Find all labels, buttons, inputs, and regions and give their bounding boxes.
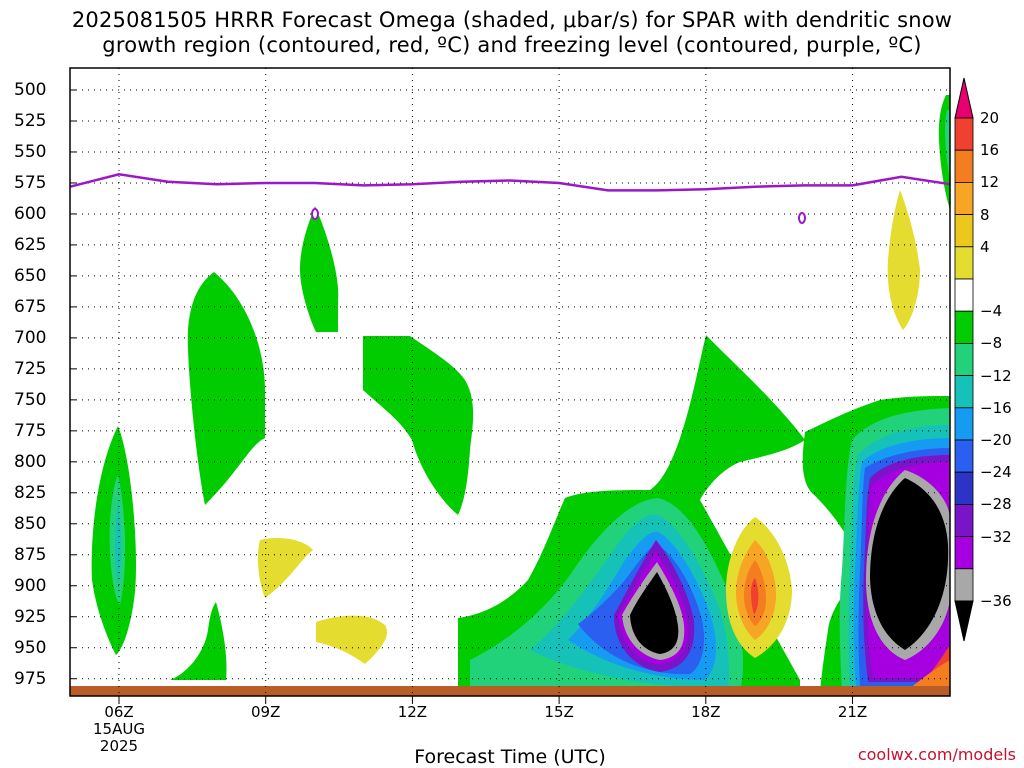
y-tick-label: 850 [14, 513, 47, 534]
colorbar-segment [954, 181, 974, 215]
colorbar-top-arrow [954, 77, 974, 119]
source-credit-link[interactable]: coolwx.com/models [857, 745, 1016, 764]
colorbar-segment [954, 342, 974, 376]
colorbar-tick-label: 8 [980, 205, 990, 224]
omega-region-orange-corner [905, 660, 950, 692]
y-tick-label: 650 [14, 265, 47, 286]
y-tick-label: 575 [14, 172, 47, 193]
omega-region-green-10z [300, 206, 339, 332]
omega-region-black-right [870, 478, 949, 650]
colorbar [954, 77, 974, 642]
colorbar-tick-label: −16 [980, 398, 1012, 417]
y-tick-label: 925 [14, 606, 47, 627]
colorbar-segment [954, 117, 974, 151]
colorbar-tick-label: −28 [980, 495, 1012, 514]
y-tick-label: 525 [14, 110, 47, 131]
freezing-level-label-marker-20z [798, 212, 806, 224]
colorbar-tick-label: −4 [980, 302, 1003, 321]
colorbar-tick-label: 4 [980, 237, 990, 256]
x-tick-label: 09Z [251, 703, 281, 721]
y-tick-label: 750 [14, 389, 47, 410]
x-axis-date-label: 15AUG [93, 720, 145, 738]
axis-ticks [70, 89, 853, 704]
y-tick-label: 725 [14, 358, 47, 379]
colorbar-tick-label: −36 [980, 592, 1012, 610]
colorbar-segment [954, 439, 974, 473]
freezing-level-line [69, 173, 951, 192]
y-tick-label: 550 [14, 141, 47, 162]
y-tick-label: 900 [14, 575, 47, 596]
freezing-level-label-marker-10z [311, 208, 319, 220]
y-tick-label: 825 [14, 482, 47, 503]
omega-region-green-08z-lower [170, 602, 227, 680]
x-tick-label: 12Z [397, 703, 428, 721]
colorbar-segment [954, 246, 974, 280]
colorbar-tick-label: −24 [980, 463, 1012, 482]
colorbar-segment [954, 471, 974, 505]
omega-region-green-11z [363, 336, 474, 515]
colorbar-tick-label: 16 [980, 141, 1000, 160]
x-axis-title: Forecast Time (UTC) [414, 746, 606, 768]
omega-region-yellow-1130z [316, 615, 388, 664]
colorbar-segment [954, 536, 974, 570]
colorbar-segment [954, 310, 974, 344]
x-tick-label: 15Z [544, 703, 574, 721]
omega-region-green-08z [187, 272, 265, 505]
omega-region-yellow-22z [887, 190, 920, 330]
y-tick-label: 625 [14, 234, 47, 255]
omega-region-yellow-0930z [257, 538, 313, 598]
colorbar-tick-label: −12 [980, 366, 1012, 385]
x-tick-label: 18Z [691, 703, 721, 721]
y-tick-label: 600 [14, 203, 47, 224]
colorbar-tick-label: −8 [980, 334, 1003, 353]
omega-region-teal-upper-right [945, 110, 950, 180]
chart-title-line-1: 2025081505 HRRR Forecast Omega (shaded, … [71, 8, 953, 32]
y-tick-label: 700 [14, 327, 47, 348]
y-tick-label: 800 [14, 451, 47, 472]
ground-layer [70, 686, 950, 696]
colorbar-segment [954, 503, 974, 537]
colorbar-bottom-arrow [954, 600, 974, 642]
omega-region-black-central [630, 572, 679, 654]
y-tick-label: 775 [14, 420, 47, 441]
y-tick-label: 950 [14, 637, 47, 658]
colorbar-tick-label: 12 [980, 173, 1000, 192]
x-tick-label: 06Z [104, 703, 134, 721]
colorbar-segment [954, 149, 974, 183]
colorbar-segment [954, 568, 974, 602]
x-axis-year-label: 2025 [99, 737, 139, 755]
colorbar-tick-label: −32 [980, 527, 1012, 546]
colorbar-segment [954, 214, 974, 248]
colorbar-segment [954, 278, 974, 312]
y-tick-label: 975 [14, 668, 47, 689]
y-tick-label: 875 [14, 544, 47, 565]
colorbar-segment [954, 375, 974, 409]
chart-title-line-2: growth region (contoured, red, ºC) and f… [102, 33, 922, 57]
y-tick-label: 500 [14, 80, 47, 100]
omega-region-cyan-06z [115, 500, 122, 585]
plot-frame [69, 67, 951, 697]
colorbar-tick-label: 20 [980, 109, 1000, 127]
omega-region-red-19z [751, 578, 759, 614]
omega-shading-layer [70, 95, 950, 696]
colorbar-tick-label: −20 [980, 431, 1012, 449]
colorbar-segment [954, 407, 974, 441]
y-tick-label: 675 [14, 296, 47, 317]
x-tick-label: 21Z [837, 703, 868, 721]
